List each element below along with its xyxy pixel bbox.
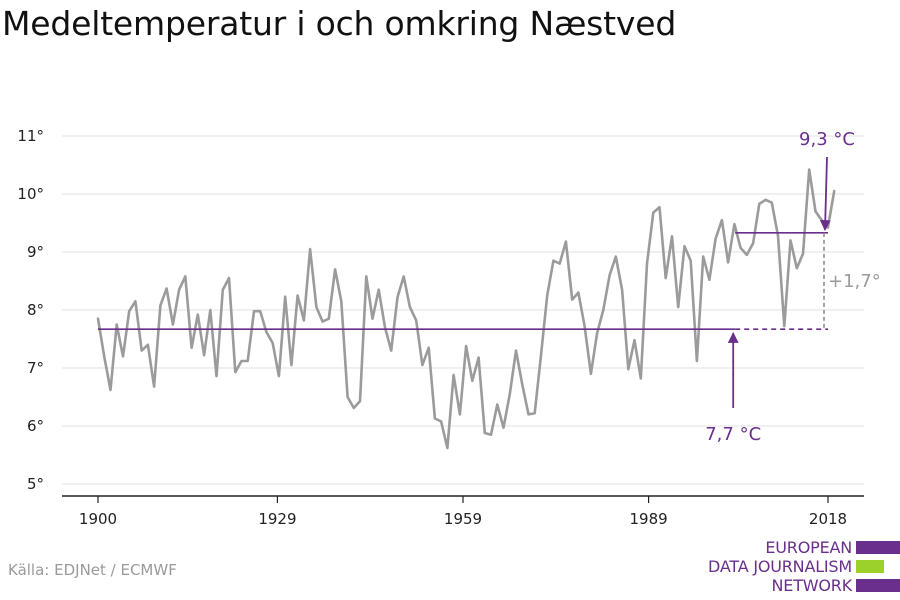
y-tick-label: 9°: [27, 243, 44, 261]
y-tick-label: 7°: [27, 359, 44, 377]
y-tick-label: 11°: [17, 127, 44, 145]
x-tick-label: 1959: [444, 510, 482, 528]
logo-bar-bottom: [856, 579, 900, 592]
delta-label: +1,7°: [828, 271, 881, 292]
x-axis: 1900 1929 1959 1989 2018: [62, 495, 864, 528]
edjnet-logo: EUROPEAN DATA JOURNALISM NETWORK: [640, 538, 900, 596]
y-tick-label: 8°: [27, 301, 44, 319]
logo-bar-top: [856, 541, 900, 554]
x-tick-label: 2018: [809, 510, 847, 528]
source-credit: Källa: EDJNet / ECMWF: [8, 561, 177, 579]
y-tick-label: 6°: [27, 417, 44, 435]
page-title: Medeltemperatur i och omkring Næstved: [2, 4, 677, 43]
x-tick-label: 1929: [258, 510, 296, 528]
baseline-value-label: 7,7 °C: [705, 424, 761, 445]
y-axis-tick-labels: 5° 6° 7° 8° 9° 10° 11°: [17, 127, 44, 493]
logo-line-european: EUROPEAN: [765, 538, 852, 557]
recent-value-label: 9,3 °C: [799, 129, 855, 150]
y-tick-label: 5°: [27, 475, 44, 493]
annotations: +1,7° 9,3 °C 7,7 °C: [705, 129, 880, 445]
x-tick-label: 1900: [79, 510, 117, 528]
reference-lines: [98, 232, 828, 330]
x-tick-label: 1989: [629, 510, 667, 528]
series-line: [96, 168, 836, 450]
y-tick-label: 10°: [17, 185, 44, 203]
temperature-series: [96, 168, 836, 450]
logo-bar-middle: [856, 560, 884, 573]
logo-line-network: NETWORK: [771, 576, 853, 595]
recent-value-arrow: [819, 156, 831, 231]
logo-line-data-journalism: DATA JOURNALISM: [708, 557, 852, 576]
